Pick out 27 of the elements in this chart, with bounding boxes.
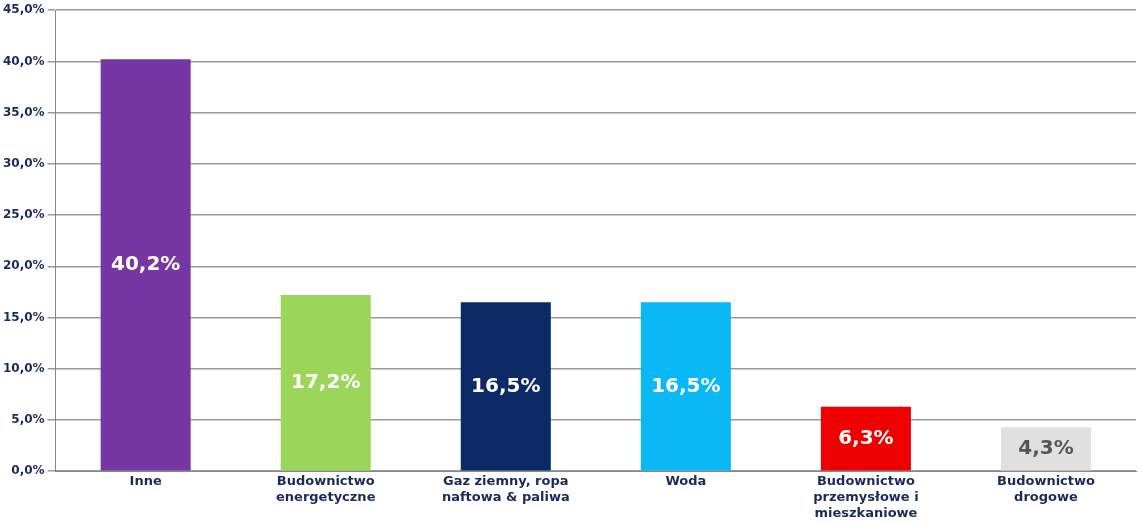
- x-tick-label: Budownictwo drogowe: [996, 473, 1096, 504]
- bar: [280, 295, 371, 471]
- bar: [460, 302, 551, 471]
- y-tick-label: 15,0%: [2, 309, 45, 324]
- data-label: 40,2%: [110, 251, 181, 276]
- y-tick-label: 20,0%: [2, 258, 45, 273]
- data-label: 16,5%: [651, 372, 721, 397]
- bar: [820, 406, 911, 471]
- y-tick-label: 0,0%: [11, 463, 45, 478]
- y-tick-label: 30,0%: [2, 155, 45, 170]
- x-tick-label: Gaz ziemny, ropa naftowa & paliwa: [441, 473, 570, 504]
- data-label: 17,2%: [291, 368, 361, 393]
- x-tick-label: Budownictwo przemysłowe i mieszkaniowe: [813, 473, 919, 520]
- y-tick-label: 45,0%: [2, 2, 45, 17]
- x-tick-label: Inne: [129, 473, 162, 489]
- x-tick-label: Budownictwo energetyczne: [275, 473, 376, 504]
- bar: [100, 59, 191, 471]
- y-tick-label: 35,0%: [2, 104, 45, 119]
- y-tick-label: 40,0%: [2, 53, 45, 68]
- data-label: 4,3%: [1018, 435, 1074, 459]
- y-tick-label: 25,0%: [2, 207, 45, 222]
- y-tick-label: 10,0%: [2, 360, 45, 375]
- data-label: 16,5%: [471, 372, 541, 397]
- x-tick-label: Woda: [665, 473, 707, 489]
- y-tick-label: 5,0%: [11, 412, 45, 427]
- bar: [640, 302, 731, 471]
- data-label: 6,3%: [838, 424, 894, 449]
